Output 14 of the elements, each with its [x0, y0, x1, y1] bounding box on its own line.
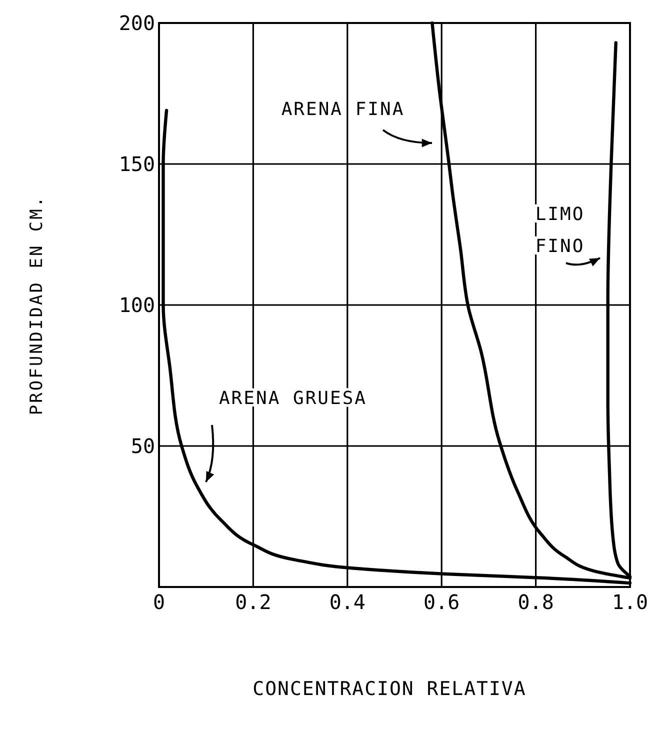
x-tick-label: 0.6: [424, 590, 460, 614]
y-axis-title: PROFUNDIDAD EN CM.: [27, 194, 47, 416]
y-tick-label: 50: [130, 434, 155, 458]
series-label: ARENA FINA: [281, 99, 405, 120]
y-tick-label: 100: [118, 293, 155, 317]
x-tick-label: 0.4: [329, 590, 366, 614]
x-tick-label: 1.0: [612, 590, 648, 614]
x-tick-label: 0.8: [518, 590, 554, 614]
series-label: LIMO FINO: [535, 204, 585, 257]
y-tick-label: 200: [118, 11, 155, 35]
x-tick-label: 0.2: [235, 590, 272, 614]
x-axis-title: CONCENTRACION RELATIVA: [252, 678, 526, 700]
x-tick-label: 0: [152, 590, 166, 614]
y-tick-label: 150: [118, 152, 155, 176]
